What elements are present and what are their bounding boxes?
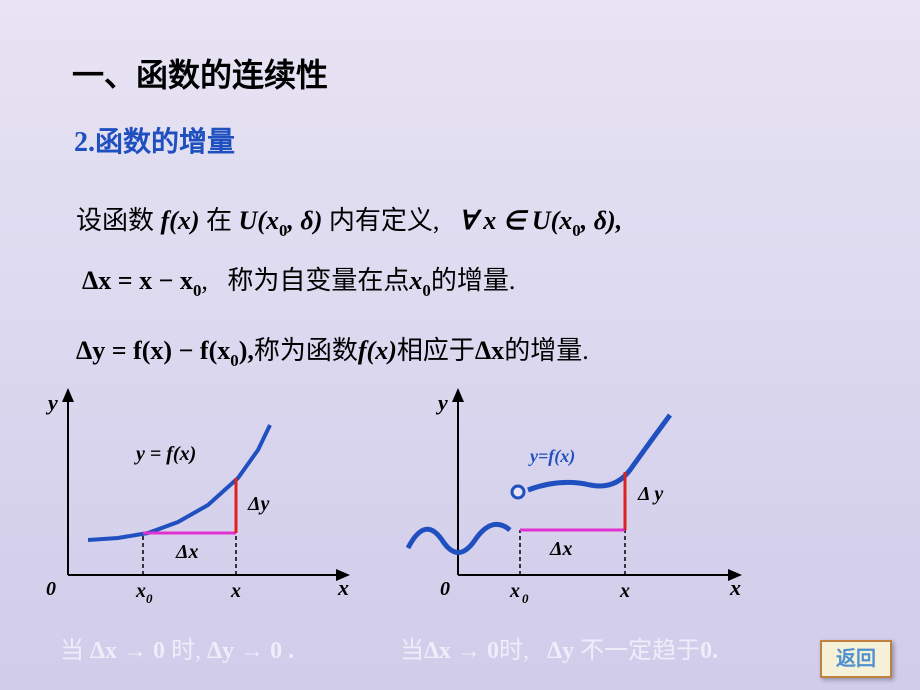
x-tick-label: x: [230, 580, 241, 602]
text: 当: [400, 638, 424, 664]
text: 内有定义,: [329, 206, 440, 235]
sub: 0: [422, 281, 430, 300]
math: x: [409, 266, 422, 295]
page-title: 一、函数的连续性: [72, 50, 328, 96]
text: 在: [206, 206, 232, 235]
section-subtitle: 2.函数的增量: [74, 120, 235, 160]
text: 称为函数: [254, 336, 358, 365]
math: Δy: [547, 638, 574, 664]
text: 称为自变量在点: [227, 266, 409, 295]
y-axis-label: y: [435, 390, 448, 415]
math: Δx → 0: [90, 638, 165, 664]
math: U(x: [239, 206, 279, 235]
math: f(x): [161, 206, 200, 235]
math: Δy = f(x) − f(x: [76, 336, 230, 365]
x0-label: x0: [135, 580, 153, 606]
text: 相应于: [397, 336, 475, 365]
math: Δx → 0: [424, 638, 499, 664]
text: 的增量.: [431, 266, 516, 295]
definition-line-2: Δx = x − x0, 称为自变量在点x0的增量.: [82, 260, 515, 297]
math: 0.: [700, 638, 718, 664]
sub: 0: [572, 221, 580, 240]
chart-continuous: y x 0 y = f(x) x0 x Δx Δy: [38, 380, 378, 620]
math: ),: [239, 336, 254, 365]
func-label: y = f(x): [134, 443, 196, 465]
math: ∀ x ∈ U(x: [459, 206, 572, 235]
x-axis-label: x: [729, 575, 741, 600]
text: 设函数: [76, 206, 154, 235]
x0-label: x0: [509, 580, 529, 606]
text: 不一定趋于: [580, 638, 700, 664]
sub: 0: [279, 221, 287, 240]
y-axis-label: y: [45, 390, 58, 415]
chart-svg: y x 0 y=f(x) x0 x Δx Δ y: [400, 380, 760, 620]
sub: 0: [230, 351, 238, 370]
math: Δx = x − x: [82, 266, 193, 295]
back-button[interactable]: 返回: [820, 640, 892, 678]
sub: 0: [193, 281, 201, 300]
x-tick-label: x: [619, 580, 630, 602]
dy-label: Δ y: [637, 483, 663, 505]
origin-label: 0: [46, 578, 56, 600]
slide: { "title": { "text": "一、函数的连续性", "fontsi…: [0, 0, 920, 690]
definition-line-1: 设函数 f(x) 在 U(x0, δ) 内有定义, ∀ x ∈ U(x0, δ)…: [76, 200, 622, 237]
dx-label: Δx: [549, 538, 573, 560]
math: , δ): [287, 206, 322, 235]
chart-discontinuous: y x 0 y=f(x) x0 x Δx Δ y: [400, 380, 760, 620]
math: , δ),: [581, 206, 622, 235]
chart-svg: y x 0 y = f(x) x0 x Δx Δy: [38, 380, 378, 620]
definition-line-3: Δy = f(x) − f(x0),称为函数f(x)相应于Δx的增量.: [76, 330, 589, 367]
text: 时,: [171, 638, 201, 664]
func-label: y=f(x): [528, 446, 575, 467]
dy-label: Δy: [247, 493, 270, 515]
text: 时,: [499, 638, 529, 664]
origin-label: 0: [440, 578, 450, 600]
hole-icon: [512, 486, 524, 498]
bottom-text-2: 当Δx → 0时, Δy 不一定趋于0.: [400, 630, 718, 665]
x-axis-label: x: [337, 575, 349, 600]
text: 当: [60, 638, 84, 664]
math: Δy → 0 .: [207, 638, 294, 664]
math: f(x): [358, 336, 397, 365]
bottom-text-1: 当 Δx → 0 时, Δy → 0 .: [60, 630, 294, 665]
text: 的增量.: [504, 336, 589, 365]
math: ,: [201, 266, 208, 295]
dx-label: Δx: [175, 541, 199, 563]
math: Δx: [475, 336, 504, 365]
